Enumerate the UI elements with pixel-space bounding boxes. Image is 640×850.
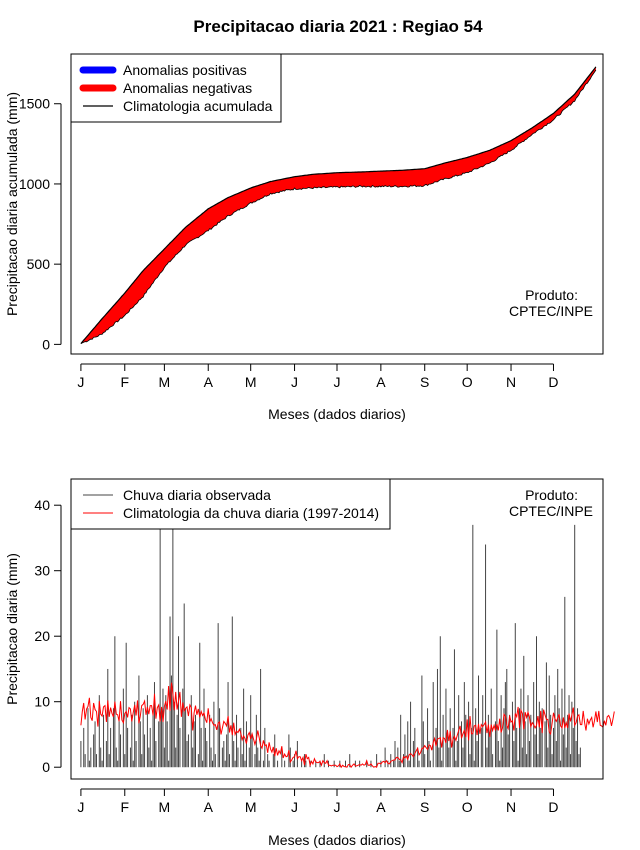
top-x-tick-label: F (120, 374, 129, 390)
top-x-tick-label: J (291, 374, 298, 390)
top-x-tick-label: N (506, 374, 516, 390)
climatology-cumulative-line (80, 66, 597, 344)
bottom-product-note-line1: Produto: (525, 487, 578, 503)
top-y-tick-label: 0 (42, 336, 50, 352)
bottom-x-tick-label: M (245, 799, 257, 815)
top-x-tick-label: O (462, 374, 473, 390)
bottom-y-axis: 0 10 20 30 40 (34, 497, 62, 775)
top-x-tick-label: D (548, 374, 558, 390)
bottom-product-note-line2: CPTEC/INPE (509, 503, 593, 519)
bottom-x-tick-label: J (334, 799, 341, 815)
top-x-tick-label: A (376, 374, 386, 390)
bottom-x-tick-label: F (120, 799, 129, 815)
bottom-x-tick-label: A (376, 799, 386, 815)
top-y-tick-label: 1000 (19, 176, 50, 192)
bottom-x-tick-label: O (462, 799, 473, 815)
top-y-axis: 0 500 1000 1500 (19, 96, 62, 352)
bottom-x-tick-label: M (159, 799, 171, 815)
bottom-x-tick-label: D (548, 799, 558, 815)
chart-title: Precipitacao diaria 2021 : Regiao 54 (193, 17, 483, 36)
bottom-y-tick-label: 0 (42, 759, 50, 775)
bottom-y-tick-label: 30 (34, 563, 50, 579)
top-x-tick-label: M (245, 374, 257, 390)
legend-label-observed: Chuva diaria observada (123, 487, 271, 503)
top-x-tick-label: A (204, 374, 214, 390)
observed-cumulative-line (80, 69, 597, 344)
bottom-y-tick-label: 40 (34, 497, 50, 513)
observed-daily-bars (80, 518, 581, 768)
legend-label-positive: Anomalias positivas (123, 62, 247, 78)
legend-label-negative: Anomalias negativas (123, 80, 252, 96)
bottom-x-tick-label: S (420, 799, 429, 815)
legend-label-climatology-daily: Climatologia da chuva diaria (1997-2014) (123, 505, 379, 521)
top-x-axis-label: Meses (dados diarios) (268, 406, 406, 422)
top-product-note-line2: CPTEC/INPE (509, 303, 593, 319)
bottom-y-axis-label: Precipitacao diaria (mm) (4, 553, 20, 705)
bottom-x-tick-label: N (506, 799, 516, 815)
top-x-tick-label: S (420, 374, 429, 390)
daily-chart: 0 10 20 30 40 J F M A M J J A S O N D Meses (dados diar… (4, 478, 615, 848)
top-y-axis-label: Precipitacao diaria acumulada (mm) (4, 92, 20, 316)
bottom-x-tick-label: J (291, 799, 298, 815)
top-x-tick-label: J (77, 374, 84, 390)
top-legend: Anomalias positivas Anomalias negativas … (70, 53, 282, 123)
legend-label-climatology: Climatologia acumulada (123, 98, 273, 114)
bottom-x-tick-label: J (77, 799, 84, 815)
top-x-tick-label: M (159, 374, 171, 390)
climatology-daily-line (80, 682, 615, 769)
top-y-tick-label: 1500 (19, 96, 50, 112)
climatology-daily-line-path (80, 682, 615, 769)
bottom-legend: Chuva diaria observada Climatologia da c… (70, 478, 391, 530)
cumulative-lines (80, 66, 597, 344)
bottom-y-tick-label: 10 (34, 694, 50, 710)
cumulative-chart: 0 500 1000 1500 J F M A M J J A S O N D Meses (dados d… (4, 53, 604, 422)
top-y-tick-label: 500 (27, 256, 51, 272)
bottom-legend-box (70, 478, 391, 530)
bottom-y-tick-label: 20 (34, 628, 50, 644)
bottom-x-tick-label: A (204, 799, 214, 815)
top-product-note-line1: Produto: (525, 287, 578, 303)
bottom-x-axis-label: Meses (dados diarios) (268, 832, 406, 848)
top-plot-frame (70, 53, 604, 355)
top-x-tick-label: J (334, 374, 341, 390)
